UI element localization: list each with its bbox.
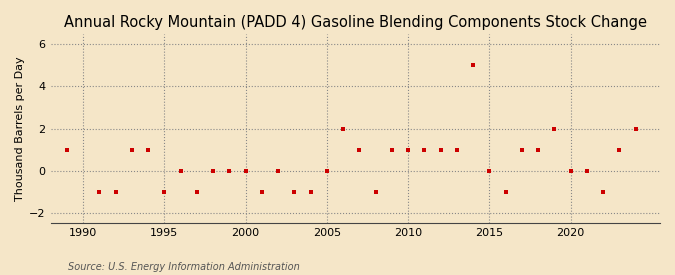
Point — [142, 147, 153, 152]
Point — [419, 147, 430, 152]
Point — [61, 147, 72, 152]
Point — [370, 189, 381, 194]
Point — [630, 126, 641, 131]
Point — [614, 147, 625, 152]
Point — [256, 189, 267, 194]
Point — [192, 189, 202, 194]
Point — [305, 189, 316, 194]
Point — [273, 168, 284, 173]
Y-axis label: Thousand Barrels per Day: Thousand Barrels per Day — [15, 56, 25, 201]
Point — [565, 168, 576, 173]
Point — [484, 168, 495, 173]
Point — [468, 63, 479, 68]
Point — [94, 189, 105, 194]
Point — [110, 189, 121, 194]
Point — [500, 189, 511, 194]
Point — [386, 147, 397, 152]
Text: Source: U.S. Energy Information Administration: Source: U.S. Energy Information Administ… — [68, 262, 299, 272]
Point — [354, 147, 364, 152]
Point — [581, 168, 592, 173]
Point — [516, 147, 527, 152]
Point — [403, 147, 414, 152]
Point — [289, 189, 300, 194]
Point — [240, 168, 251, 173]
Point — [321, 168, 332, 173]
Point — [208, 168, 219, 173]
Point — [533, 147, 543, 152]
Point — [175, 168, 186, 173]
Point — [452, 147, 462, 152]
Point — [435, 147, 446, 152]
Point — [126, 147, 137, 152]
Point — [338, 126, 348, 131]
Point — [159, 189, 169, 194]
Point — [598, 189, 609, 194]
Point — [549, 126, 560, 131]
Point — [224, 168, 235, 173]
Title: Annual Rocky Mountain (PADD 4) Gasoline Blending Components Stock Change: Annual Rocky Mountain (PADD 4) Gasoline … — [63, 15, 647, 30]
